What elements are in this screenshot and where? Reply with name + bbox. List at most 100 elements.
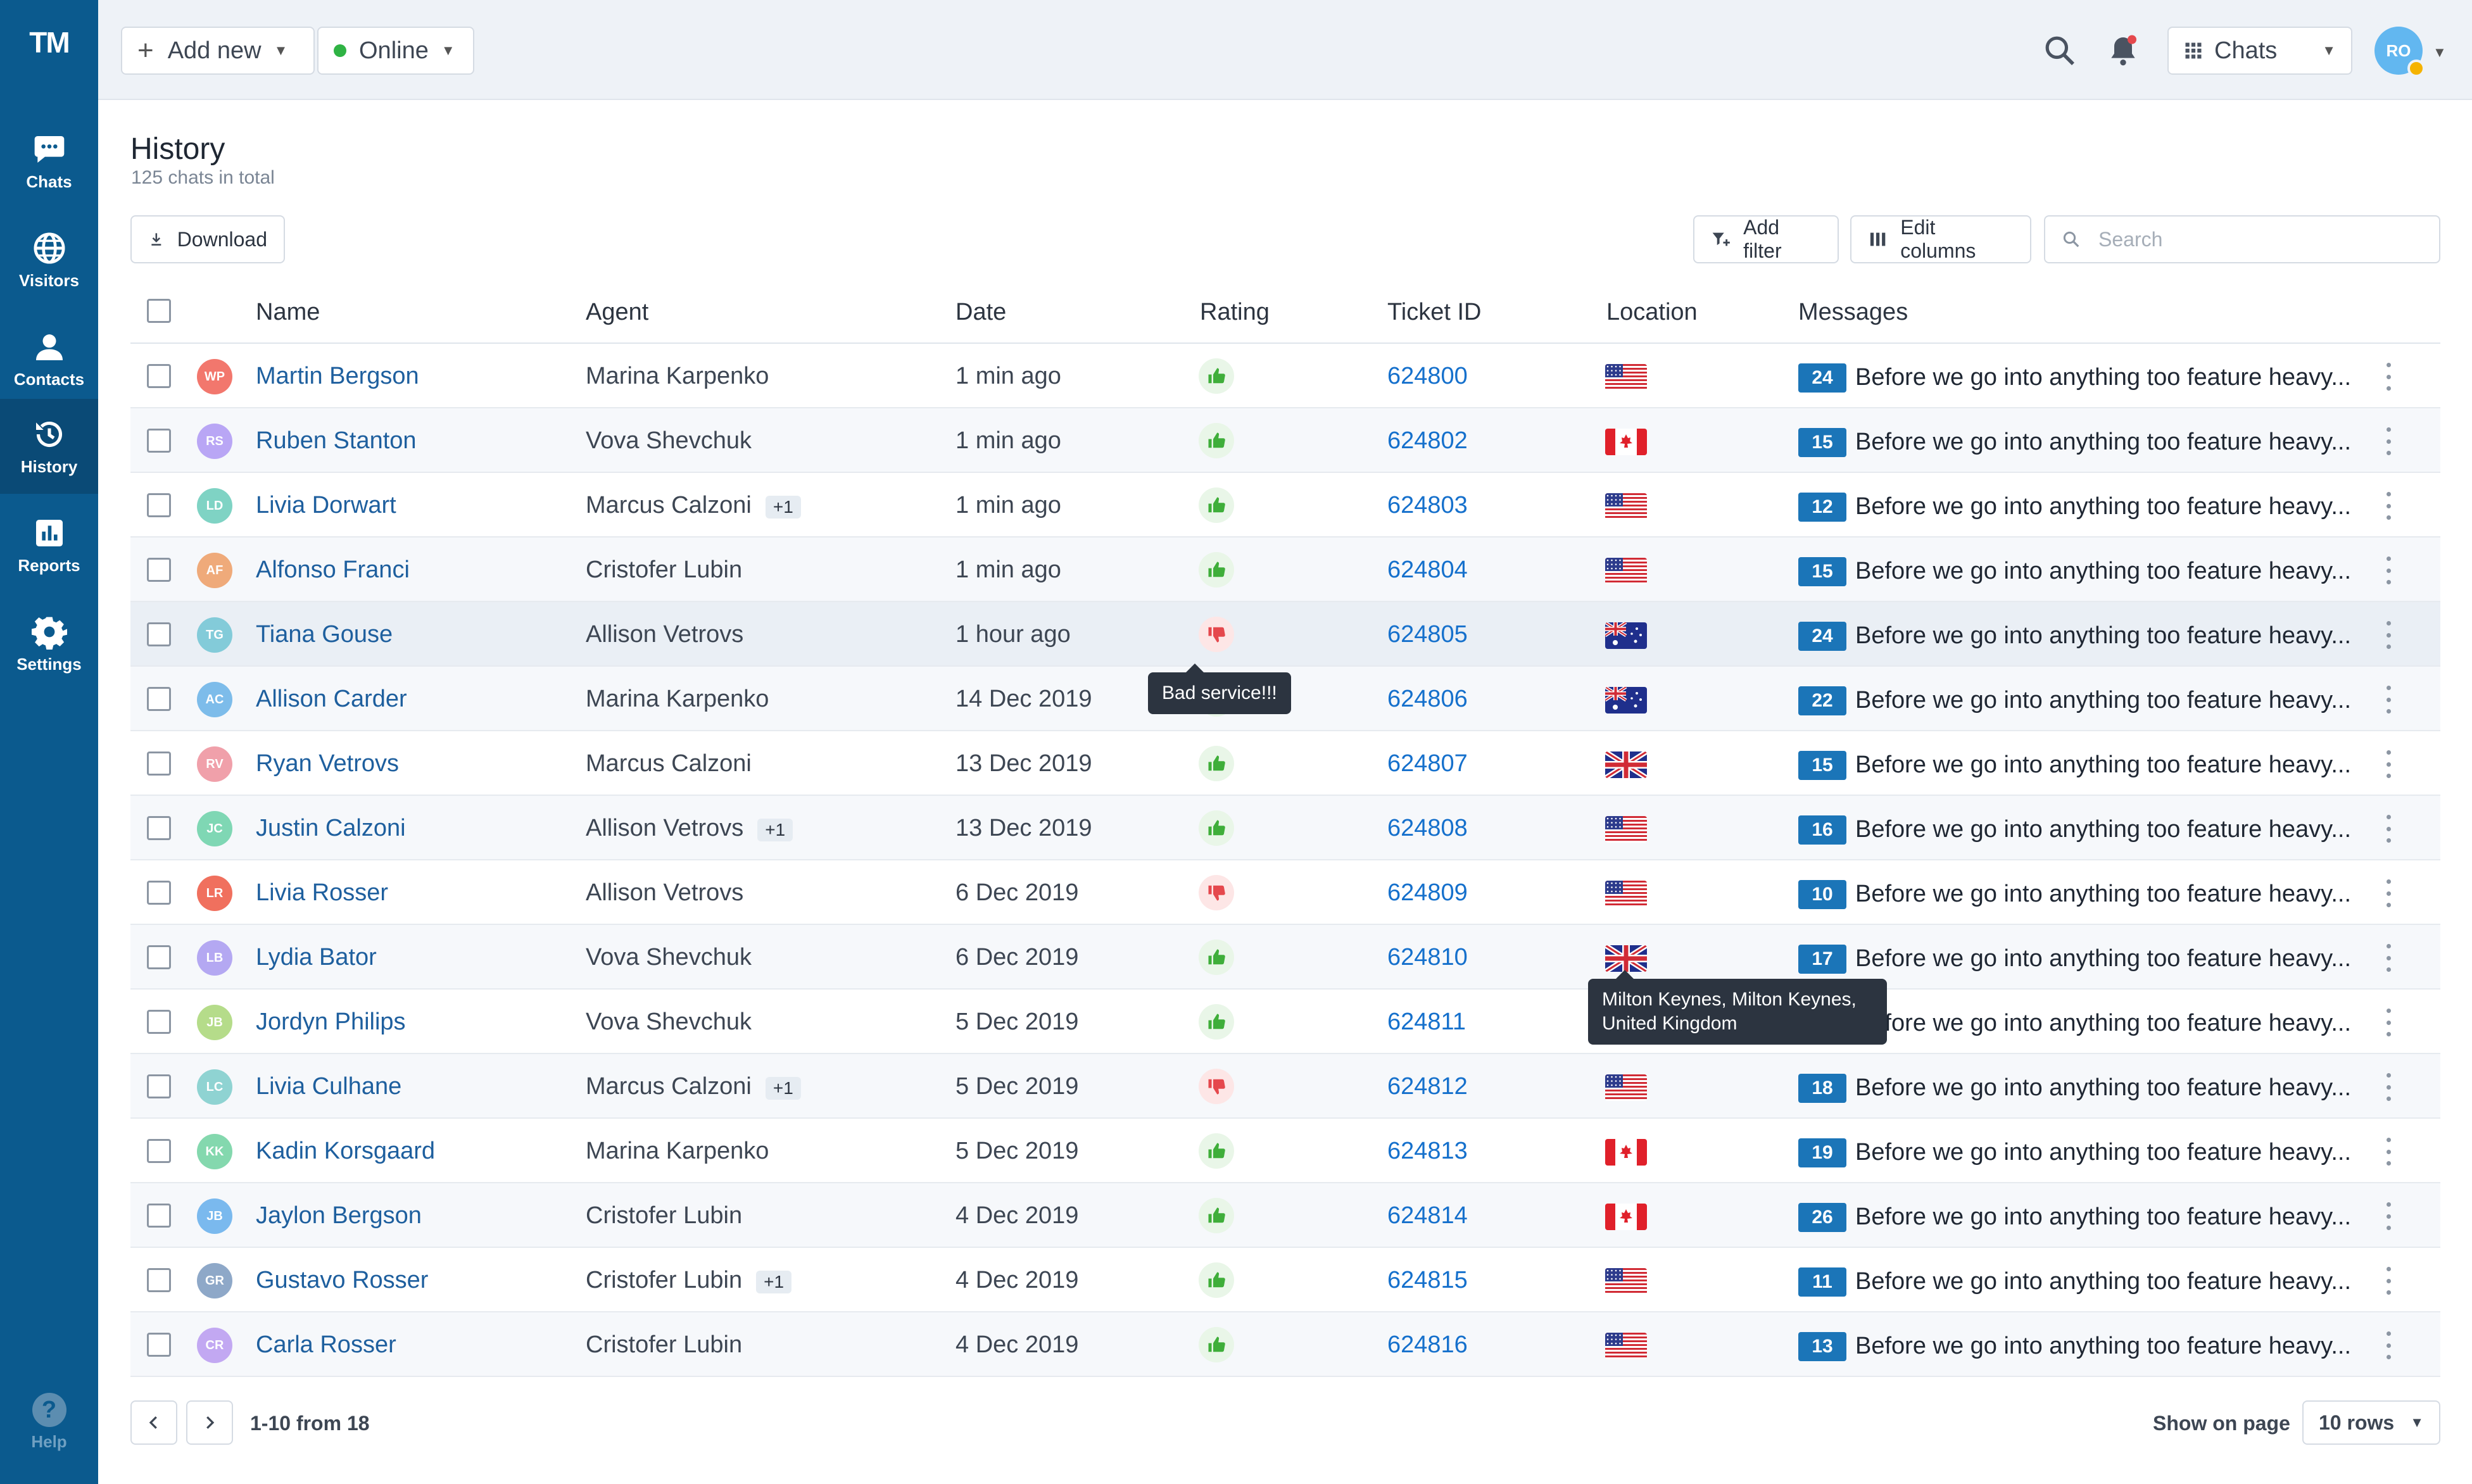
flag-us-icon[interactable] (1605, 558, 1647, 584)
flag-us-icon[interactable] (1605, 1333, 1647, 1359)
ticket-id-link[interactable]: 624802 (1387, 427, 1468, 454)
flag-us-icon[interactable] (1605, 493, 1647, 520)
workspace-dropdown[interactable]: Chats ▼ (2167, 27, 2352, 75)
rating-indicator[interactable] (1199, 1004, 1234, 1040)
flag-us-icon[interactable] (1605, 1268, 1647, 1295)
table-row[interactable]: RV Ryan Vetrovs Marcus Calzoni 13 Dec 20… (130, 731, 2440, 796)
table-row[interactable]: CR Carla Rosser Cristofer Lubin 4 Dec 20… (130, 1312, 2440, 1377)
flag-ca-icon[interactable] (1605, 1204, 1647, 1230)
sidebar-item-settings[interactable]: Settings (0, 596, 98, 691)
row-checkbox[interactable] (147, 881, 171, 905)
table-row[interactable]: TG Tiana Gouse Allison Vetrovs 1 hour ag… (130, 602, 2440, 667)
visitor-name-link[interactable]: Martin Bergson (256, 363, 419, 389)
search-input[interactable] (2098, 227, 2415, 251)
table-row[interactable]: LB Lydia Bator Vova Shevchuk 6 Dec 2019 … (130, 925, 2440, 990)
row-checkbox[interactable] (147, 1139, 171, 1163)
rating-indicator[interactable] (1199, 810, 1234, 846)
ticket-id-link[interactable]: 624816 (1387, 1331, 1468, 1358)
table-row[interactable]: RS Ruben Stanton Vova Shevchuk 1 min ago… (130, 408, 2440, 473)
row-more-options-icon[interactable] (2382, 1009, 2395, 1036)
row-checkbox[interactable] (147, 751, 171, 776)
add-new-button[interactable]: + Add new ▼ (121, 27, 315, 75)
rating-indicator[interactable] (1199, 1198, 1234, 1233)
column-header-messages[interactable]: Messages (1798, 299, 1908, 325)
visitor-name-link[interactable]: Allison Carder (256, 686, 407, 712)
rows-per-page-select[interactable]: 10 rows ▼ (2302, 1400, 2440, 1445)
row-more-options-icon[interactable] (2382, 815, 2395, 843)
rating-indicator[interactable] (1199, 1327, 1234, 1362)
help-button[interactable]: ? Help (0, 1393, 98, 1452)
rating-indicator[interactable] (1199, 940, 1234, 975)
ticket-id-link[interactable]: 624805 (1387, 621, 1468, 648)
row-more-options-icon[interactable] (2382, 556, 2395, 584)
extra-agents-badge[interactable]: +1 (756, 1271, 792, 1293)
table-row[interactable]: KK Kadin Korsgaard Marina Karpenko 5 Dec… (130, 1119, 2440, 1183)
table-row[interactable]: JC Justin Calzoni Allison Vetrovs +1 13 D… (130, 796, 2440, 860)
download-button[interactable]: Download (130, 215, 285, 263)
table-row[interactable]: JB Jordyn Philips Vova Shevchuk 5 Dec 20… (130, 990, 2440, 1054)
extra-agents-badge[interactable]: +1 (765, 1077, 801, 1100)
column-header-agent[interactable]: Agent (586, 299, 649, 325)
table-row[interactable]: LC Livia Culhane Marcus Calzoni +1 5 Dec … (130, 1054, 2440, 1119)
visitor-name-link[interactable]: Ruben Stanton (256, 427, 417, 454)
sidebar-item-chats[interactable]: Chats (0, 114, 98, 209)
row-checkbox[interactable] (147, 429, 171, 453)
sidebar-item-history[interactable]: History (0, 399, 98, 494)
ticket-id-link[interactable]: 624814 (1387, 1202, 1468, 1229)
ticket-id-link[interactable]: 624812 (1387, 1073, 1468, 1100)
row-more-options-icon[interactable] (2382, 492, 2395, 520)
ticket-id-link[interactable]: 624813 (1387, 1138, 1468, 1164)
row-checkbox[interactable] (147, 945, 171, 969)
row-checkbox[interactable] (147, 1204, 171, 1228)
rating-indicator[interactable] (1199, 617, 1234, 652)
select-all-checkbox[interactable] (147, 299, 171, 323)
row-checkbox[interactable] (147, 1333, 171, 1357)
search-icon[interactable] (2042, 33, 2078, 68)
flag-ca-icon[interactable] (1605, 1139, 1647, 1166)
row-more-options-icon[interactable] (2382, 1202, 2395, 1230)
extra-agents-badge[interactable]: +1 (765, 496, 801, 519)
rating-indicator[interactable] (1199, 552, 1234, 588)
visitor-name-link[interactable]: Justin Calzoni (256, 815, 406, 841)
flag-au-icon[interactable] (1605, 687, 1647, 714)
sidebar-item-visitors[interactable]: Visitors (0, 213, 98, 308)
visitor-name-link[interactable]: Tiana Gouse (256, 621, 393, 648)
status-dropdown[interactable]: Online ▼ (317, 27, 474, 75)
row-checkbox[interactable] (147, 816, 171, 840)
table-row[interactable]: WP Martin Bergson Marina Karpenko 1 min … (130, 344, 2440, 408)
sidebar-item-contacts[interactable]: Contacts (0, 311, 98, 406)
ticket-id-link[interactable]: 624807 (1387, 750, 1468, 777)
visitor-name-link[interactable]: Livia Dorwart (256, 492, 396, 519)
flag-us-icon[interactable] (1605, 1074, 1647, 1101)
ticket-id-link[interactable]: 624804 (1387, 556, 1468, 583)
table-row[interactable]: AF Alfonso Franci Cristofer Lubin 1 min … (130, 538, 2440, 602)
flag-gb-icon[interactable] (1605, 945, 1647, 972)
visitor-name-link[interactable]: Alfonso Franci (256, 556, 410, 583)
row-checkbox[interactable] (147, 1010, 171, 1034)
flag-ca-icon[interactable] (1605, 429, 1647, 455)
ticket-id-link[interactable]: 624809 (1387, 879, 1468, 906)
rating-indicator[interactable] (1199, 875, 1234, 910)
column-header-rating[interactable]: Rating (1200, 299, 1270, 325)
table-row[interactable]: JB Jaylon Bergson Cristofer Lubin 4 Dec … (130, 1183, 2440, 1248)
flag-us-icon[interactable] (1605, 816, 1647, 843)
rating-indicator[interactable] (1199, 1069, 1234, 1104)
user-avatar[interactable]: RO (2374, 27, 2425, 77)
rating-indicator[interactable] (1199, 358, 1234, 394)
column-header-ticket-id[interactable]: Ticket ID (1387, 299, 1482, 325)
rating-indicator[interactable] (1199, 746, 1234, 781)
row-checkbox[interactable] (147, 622, 171, 646)
ticket-id-link[interactable]: 624800 (1387, 363, 1468, 389)
ticket-id-link[interactable]: 624811 (1387, 1009, 1466, 1035)
row-checkbox[interactable] (147, 558, 171, 582)
add-filter-button[interactable]: Add filter (1693, 215, 1839, 263)
row-checkbox[interactable] (147, 364, 171, 388)
rating-indicator[interactable] (1199, 487, 1234, 523)
visitor-name-link[interactable]: Kadin Korsgaard (256, 1138, 436, 1164)
row-checkbox[interactable] (147, 493, 171, 517)
row-more-options-icon[interactable] (2382, 750, 2395, 778)
row-more-options-icon[interactable] (2382, 686, 2395, 714)
row-more-options-icon[interactable] (2382, 879, 2395, 907)
flag-us-icon[interactable] (1605, 881, 1647, 907)
rating-indicator[interactable] (1199, 1262, 1234, 1298)
